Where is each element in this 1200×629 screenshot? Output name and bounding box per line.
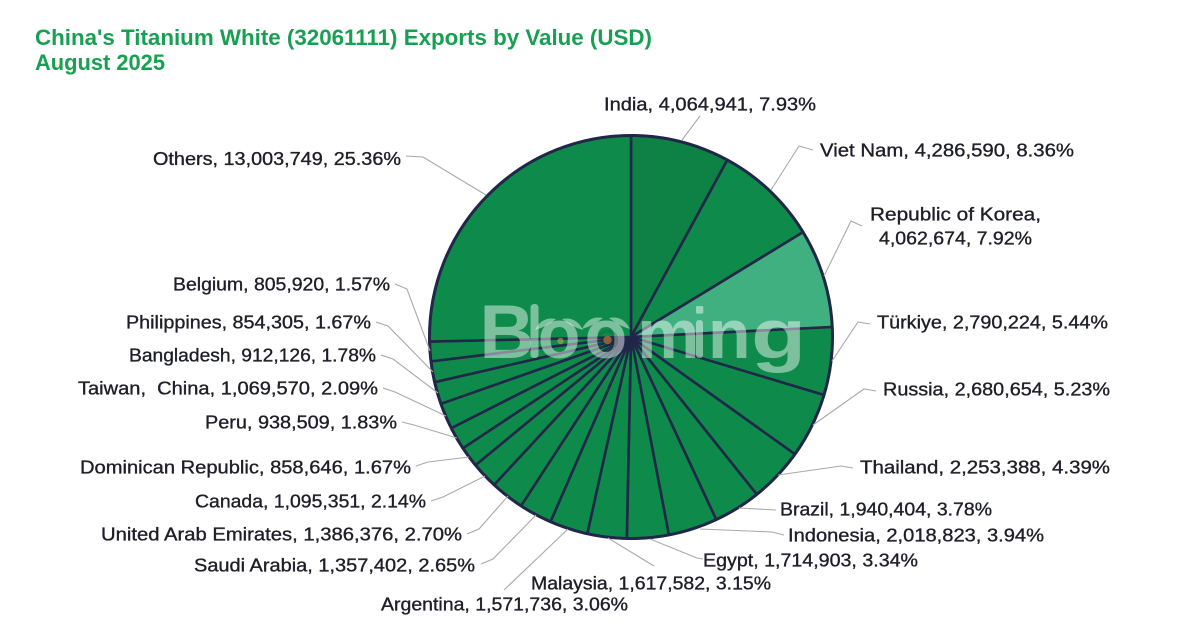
svg-text:India, 4,064,941, 7.93%: India, 4,064,941, 7.93% <box>604 94 816 115</box>
svg-text:Indonesia, 2,018,823, 3.94%: Indonesia, 2,018,823, 3.94% <box>788 525 1044 546</box>
svg-text:o: o <box>585 295 628 373</box>
svg-text:Others, 13,003,749, 25.36%: Others, 13,003,749, 25.36% <box>153 148 401 169</box>
svg-text:m: m <box>637 295 699 373</box>
svg-text:Thailand, 2,253,388, 4.39%: Thailand, 2,253,388, 4.39% <box>860 457 1110 478</box>
svg-text:Malaysia, 1,617,582, 3.15%: Malaysia, 1,617,582, 3.15% <box>531 573 771 594</box>
svg-text:Viet Nam, 4,286,590, 8.36%: Viet Nam, 4,286,590, 8.36% <box>820 140 1074 161</box>
svg-text:Peru, 938,509, 1.83%: Peru, 938,509, 1.83% <box>205 412 397 433</box>
svg-text:Belgium, 805,920, 1.57%: Belgium, 805,920, 1.57% <box>173 274 390 295</box>
svg-text:Republic of Korea,: Republic of Korea, <box>870 204 1041 225</box>
svg-text:Taiwan, China, 1,069,570, 2.0: Taiwan, China, 1,069,570, 2.09% <box>78 378 378 399</box>
svg-text:Brazil, 1,940,404, 3.78%: Brazil, 1,940,404, 3.78% <box>780 499 992 520</box>
svg-text:o: o <box>538 295 581 373</box>
svg-text:Argentina, 1,571,736, 3.06%: Argentina, 1,571,736, 3.06% <box>381 594 628 615</box>
svg-text:Saudi Arabia, 1,357,402, 2.65%: Saudi Arabia, 1,357,402, 2.65% <box>194 555 475 576</box>
svg-text:United Arab Emirates, 1,386,37: United Arab Emirates, 1,386,376, 2.70% <box>101 524 462 545</box>
svg-text:g: g <box>751 295 806 373</box>
svg-text:China's Titanium White (320611: China's Titanium White (32061111) Export… <box>35 25 652 50</box>
svg-text:August 2025: August 2025 <box>35 50 165 75</box>
svg-text:Canada, 1,095,351, 2.14%: Canada, 1,095,351, 2.14% <box>195 491 426 512</box>
svg-text:B: B <box>480 290 535 375</box>
svg-text:Philippines, 854,305, 1.67%: Philippines, 854,305, 1.67% <box>126 312 371 333</box>
svg-text:Bangladesh, 912,126, 1.78%: Bangladesh, 912,126, 1.78% <box>129 345 376 366</box>
svg-text:Egypt, 1,714,903, 3.34%: Egypt, 1,714,903, 3.34% <box>703 550 918 571</box>
svg-text:4,062,674, 7.92%: 4,062,674, 7.92% <box>879 228 1032 249</box>
svg-text:n: n <box>708 295 751 373</box>
svg-text:Russia, 2,680,654, 5.23%: Russia, 2,680,654, 5.23% <box>883 379 1110 400</box>
svg-text:Dominican Republic, 858,646, 1: Dominican Republic, 858,646, 1.67% <box>80 457 411 478</box>
svg-text:Türkiye, 2,790,224, 5.44%: Türkiye, 2,790,224, 5.44% <box>877 312 1108 333</box>
